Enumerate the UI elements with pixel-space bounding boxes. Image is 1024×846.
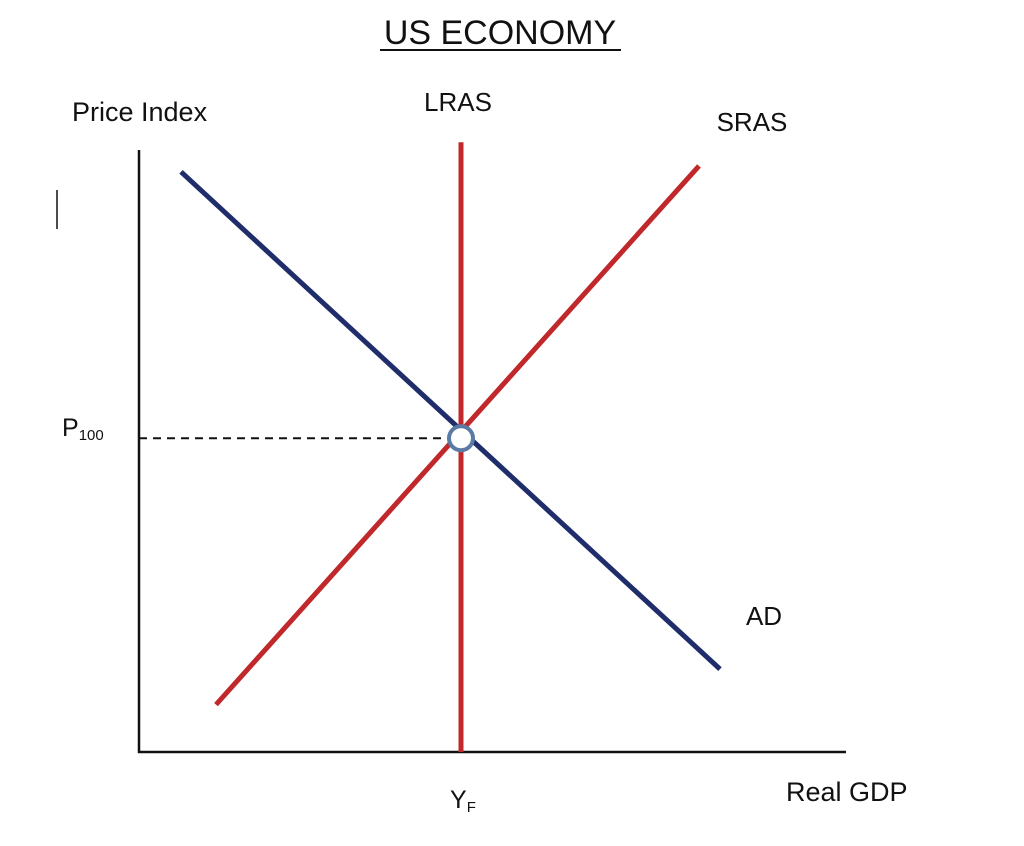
- y-axis-label: Price Index: [72, 97, 208, 127]
- ad-label: AD: [746, 601, 782, 631]
- x-tick-subscript: F: [467, 799, 476, 816]
- y-tick-label: P100: [62, 414, 104, 444]
- y-tick-main: P: [62, 414, 79, 442]
- x-tick-main: Y: [450, 786, 467, 814]
- chart-title: US ECONOMY: [384, 14, 616, 52]
- ad-curve: [179, 170, 722, 671]
- lras-label: LRAS: [424, 87, 492, 117]
- x-tick-label: YF: [450, 786, 476, 816]
- sras-label: SRAS: [717, 107, 788, 137]
- equilibrium-point: [447, 424, 475, 453]
- y-tick-subscript: 100: [79, 427, 104, 444]
- x-axis-label: Real GDP: [786, 777, 908, 807]
